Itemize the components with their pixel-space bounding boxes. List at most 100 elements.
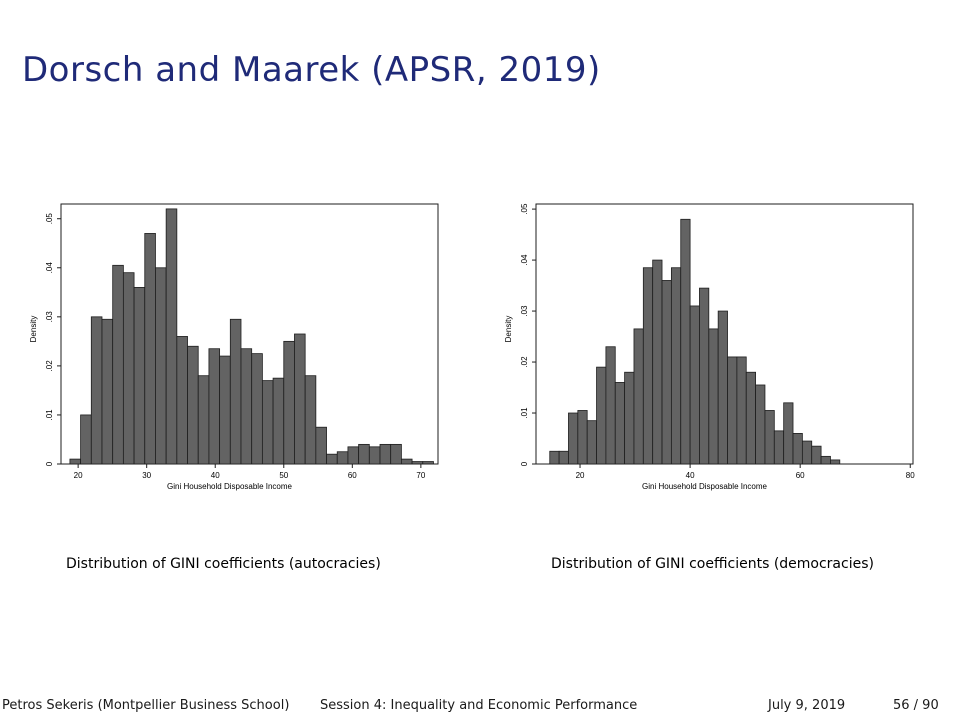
histogram-bar: [773, 430, 785, 465]
histogram-bar: [422, 461, 434, 465]
histogram-bar: [708, 328, 719, 465]
histogram-bar: [315, 426, 327, 465]
histogram-bar: [792, 433, 803, 465]
histogram-bar: [155, 267, 167, 465]
y-tick-label: 0: [45, 461, 54, 466]
x-tick-label: 60: [796, 471, 805, 480]
histogram-bar: [727, 356, 738, 465]
x-tick-label: 60: [348, 471, 357, 480]
histogram-bar: [699, 287, 710, 465]
histogram-bar: [764, 410, 775, 465]
histogram-bar: [783, 402, 794, 465]
histogram-bar: [830, 459, 841, 465]
histogram-bar: [605, 346, 616, 465]
histogram-bar: [69, 458, 82, 465]
histogram-bar: [624, 371, 635, 465]
histogram-bar: [390, 443, 402, 465]
histogram-bar: [661, 280, 672, 465]
histogram-bar: [336, 451, 349, 465]
x-tick-label: 80: [906, 471, 915, 480]
histogram-bar: [577, 410, 588, 465]
x-tick-label: 40: [686, 471, 695, 480]
histogram-bar: [358, 443, 370, 465]
x-axis-title: Gini Household Disposable Income: [642, 482, 768, 491]
histogram-bar: [411, 461, 424, 465]
histogram-bar: [304, 375, 317, 465]
y-tick-label: .04: [45, 262, 54, 274]
x-tick-label: 20: [74, 471, 83, 480]
y-tick-label: .05: [520, 203, 529, 215]
x-axis-title: Gini Household Disposable Income: [167, 482, 293, 491]
histogram-bar: [670, 267, 682, 465]
histogram-bar: [294, 333, 306, 465]
histogram-bar: [176, 336, 188, 465]
y-tick-label: .01: [520, 407, 529, 419]
histogram-bar: [187, 345, 199, 465]
footer-page-number: 56 / 90: [893, 698, 939, 713]
histogram-bar: [614, 382, 626, 465]
histogram-bar: [144, 233, 156, 465]
x-tick-label: 70: [416, 471, 425, 480]
x-tick-label: 50: [279, 471, 288, 480]
histogram-bar: [112, 264, 124, 465]
histogram-bar: [642, 267, 654, 465]
histogram-bar: [219, 355, 231, 465]
histogram-bar: [558, 450, 569, 465]
histogram-bar: [689, 305, 700, 465]
histogram-bar: [326, 453, 338, 465]
histogram-bar: [240, 348, 253, 465]
histogram-democracies-svg: 20 40 60 80 0 .01 .02 .03 .04 .05 Gini Household D…: [504, 203, 915, 491]
histogram-bar: [379, 443, 392, 465]
histogram-bar: [261, 380, 274, 465]
footer-date: July 9, 2019: [768, 698, 846, 713]
histogram-bar: [801, 440, 813, 465]
histogram-bar: [633, 328, 644, 465]
y-axis-title: Density: [504, 316, 513, 343]
histogram-bar: [596, 366, 607, 465]
histogram-democracies: 20 40 60 80 0 .01 .02 .03 .04 .05 Gini Household D…: [503, 198, 923, 500]
x-tick-label: 40: [211, 471, 220, 480]
histogram-bar: [568, 412, 579, 465]
histogram-bar: [229, 318, 242, 465]
histogram-bar: [208, 348, 221, 465]
histogram-bar: [586, 420, 597, 465]
slide-title: Dorsch and Maarek (APSR, 2019): [22, 50, 601, 90]
caption-democracies: Distribution of GINI coefficients (democ…: [551, 556, 874, 572]
histogram-bar: [755, 384, 766, 465]
footer-author: Petros Sekeris (Montpellier Business Sch…: [2, 698, 290, 713]
histogram-autocracies: 20 30 40 50 60 70 0 .01 .02 .03 .04 .05 Gini Househo…: [28, 198, 448, 500]
histogram-bar: [736, 356, 747, 465]
y-tick-label: .05: [45, 213, 54, 225]
y-tick-label: .01: [45, 409, 54, 421]
histogram-bar: [122, 272, 135, 465]
footer-session: Session 4: Inequality and Economic Perfo…: [320, 698, 638, 713]
y-tick-label: .02: [520, 356, 529, 368]
histogram-bar: [745, 371, 756, 465]
histogram-bar: [101, 318, 114, 465]
y-tick-label: .03: [520, 305, 529, 317]
y-tick-label: .03: [45, 311, 54, 323]
histogram-bar: [549, 450, 560, 465]
y-axis-title: Density: [29, 316, 38, 343]
histogram-bar: [811, 445, 822, 465]
histogram-bar: [80, 414, 92, 465]
histogram-bar: [400, 458, 413, 465]
histogram-autocracies-svg: 20 30 40 50 60 70 0 .01 .02 .03 .04 .05 Gini Househo…: [29, 203, 439, 491]
histogram-bar: [165, 208, 178, 465]
y-tick-label: .02: [45, 360, 54, 372]
histogram-bar: [251, 353, 263, 465]
histogram-bar: [717, 310, 728, 465]
histogram-bar: [90, 316, 103, 465]
x-tick-label: 20: [576, 471, 585, 480]
histogram-bar: [820, 455, 831, 465]
histogram-bar: [680, 218, 691, 465]
caption-autocracies: Distribution of GINI coefficients (autoc…: [66, 556, 381, 572]
histogram-bar: [652, 259, 663, 465]
y-tick-label: 0: [520, 461, 529, 466]
histogram-bar: [368, 446, 381, 465]
histogram-bar: [133, 286, 146, 465]
y-tick-label: .04: [520, 254, 529, 266]
histogram-bar: [347, 446, 360, 465]
histogram-bar: [272, 377, 285, 465]
x-tick-label: 30: [142, 471, 151, 480]
